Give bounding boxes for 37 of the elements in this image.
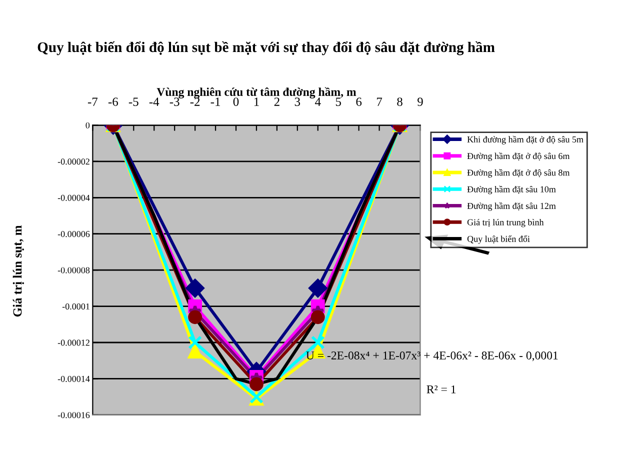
x-tick-label: 0 [233,98,239,106]
y-axis-title: Giá trị lún sụt, m [12,225,24,317]
x-tick-label: 6 [356,98,362,106]
x-tick-label: -7 [88,98,98,106]
x-tick-label: 9 [418,98,423,106]
x-tick-label: -1 [210,98,220,106]
x-tick-label: -4 [149,98,160,106]
y-tick-label: -0.00004 [58,194,90,201]
legend-label: Giá trị lún trung bình [467,218,544,228]
y-tick-label: -0.00014 [58,376,90,382]
x-tick-label: 5 [336,98,341,106]
x-tick-label: 8 [397,98,402,106]
x-tick-label: 1 [254,98,259,106]
y-tick-label: -0.00002 [58,158,90,165]
x-tick-label: -6 [108,98,118,106]
legend-label: Khi đường hầm đặt ở độ sâu 5m [467,136,584,144]
x-tick-label: 4 [315,98,321,106]
x-tick-label: -3 [170,98,180,106]
legend-label: Đường hầm đặt ở độ sâu 8m [467,169,570,178]
x-tick-label: 2 [274,98,280,106]
chart-title: Quy luật biến đổi độ lún sụt bề mặt với sự thay đổi độ sâu đặt đường hầm [38,41,495,56]
legend-label: Quy luật biến đổi [467,235,530,244]
y-tick-label: 0 [86,122,90,128]
x-axis-title: Vùng nghiên cứu từ tâm đường hầm, m [156,87,356,98]
text: R² = 1 [426,385,456,394]
y-tick-label: -0.00008 [58,267,90,274]
y-tick-label: -0.0001 [62,303,90,310]
legend-label: Đường hầm đặt ở độ sâu 6m [467,152,570,161]
y-tick-label: -0.00006 [58,230,90,238]
x-tick-label: -2 [190,98,200,106]
y-tick-label: -0.00016 [58,412,90,418]
x-tick-label: 7 [376,98,382,106]
legend-label: Đường hầm đặt sâu 12m [467,202,556,211]
x-tick-label: -5 [128,98,138,106]
y-tick-label: -0.00012 [58,340,90,346]
x-tick-label: 3 [294,98,300,106]
legend-label: Đường hầm đặt sâu 10m [467,186,556,194]
